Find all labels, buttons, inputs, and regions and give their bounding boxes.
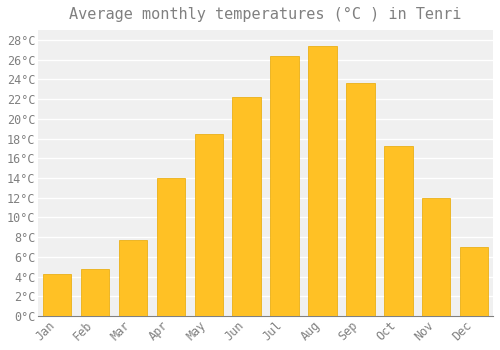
Bar xyxy=(194,134,223,316)
Bar xyxy=(422,198,450,316)
Bar xyxy=(43,274,72,316)
Bar xyxy=(156,178,185,316)
Bar xyxy=(346,83,374,316)
Bar xyxy=(232,97,261,316)
Bar xyxy=(81,269,110,316)
Bar xyxy=(270,56,299,316)
Bar xyxy=(384,146,412,316)
Bar xyxy=(460,247,488,316)
Title: Average monthly temperatures (°C ) in Tenri: Average monthly temperatures (°C ) in Te… xyxy=(70,7,462,22)
Bar xyxy=(308,46,336,316)
Bar xyxy=(119,240,147,316)
